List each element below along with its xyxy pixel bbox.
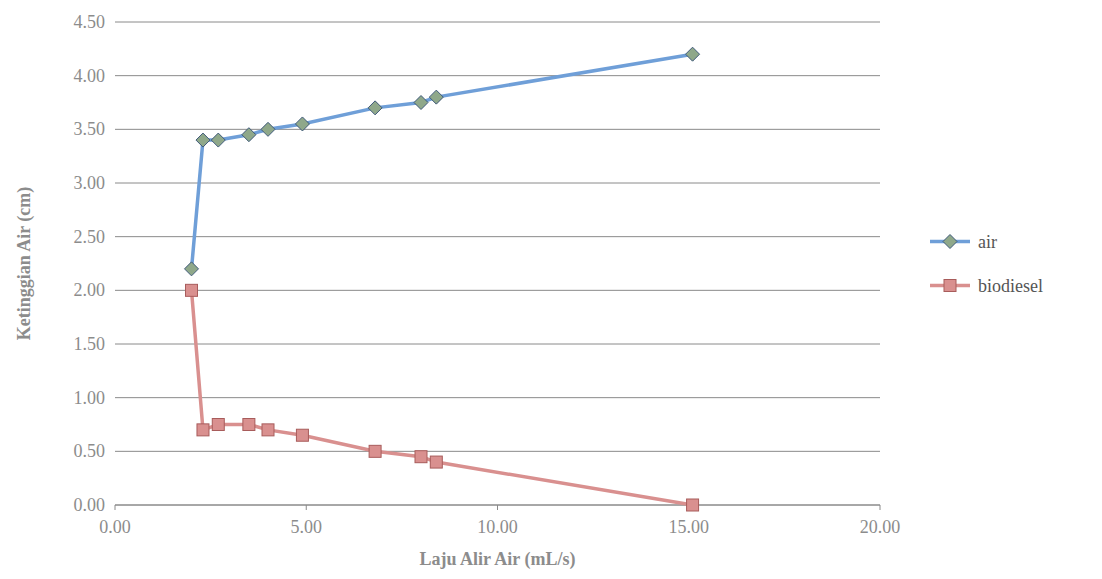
x-tick-label: 0.00: [99, 517, 131, 537]
point: [212, 419, 224, 431]
x-tick: [497, 505, 498, 510]
grid-line: [115, 451, 880, 452]
legend: air biodiesel: [930, 232, 1043, 296]
legend-label: air: [978, 232, 997, 252]
y-axis-title: Ketinggian Air (cm): [14, 187, 35, 341]
point: [687, 499, 699, 511]
legend-marker: [943, 235, 957, 249]
y-tick-label: 1.50: [74, 334, 106, 354]
x-axis-title: Laju Alir Air (mL/s): [420, 549, 576, 570]
grid-line: [115, 344, 880, 345]
point: [243, 419, 255, 431]
x-tick: [115, 505, 116, 510]
y-tick-label: 2.00: [74, 280, 106, 300]
point: [296, 429, 308, 441]
x-tick-label: 15.00: [669, 517, 710, 537]
point: [196, 133, 210, 147]
point: [242, 128, 256, 142]
x-tick: [880, 505, 881, 510]
x-tick-label: 5.00: [291, 517, 323, 537]
x-axis: [115, 505, 880, 506]
point: [295, 117, 309, 131]
y-tick-label: 3.00: [74, 173, 106, 193]
y-tick-label: 1.00: [74, 388, 106, 408]
series-line: [192, 54, 693, 269]
point: [261, 122, 275, 136]
legend-label: biodiesel: [978, 276, 1043, 296]
grid-line: [115, 397, 880, 398]
chart: 0.00 0.50 1.00 1.50 2.00 2.50 3.00 3.50 4.00 4.50…: [0, 0, 1102, 579]
grid-line: [115, 505, 880, 506]
plot-area: [185, 47, 700, 511]
x-tick-label: 20.00: [860, 517, 901, 537]
point: [197, 424, 209, 436]
point: [186, 284, 198, 296]
y-tick-label: 0.00: [74, 495, 106, 515]
grid-line: [115, 22, 880, 23]
point: [369, 445, 381, 457]
grid-line: [115, 183, 880, 184]
x-tick-label: 10.00: [477, 517, 518, 537]
point: [368, 101, 382, 115]
y-tick-label: 0.50: [74, 441, 106, 461]
point: [429, 90, 443, 104]
series-line: [192, 290, 693, 505]
point: [415, 451, 427, 463]
y-tick-label: 4.00: [74, 66, 106, 86]
x-tick: [306, 505, 307, 510]
point: [430, 456, 442, 468]
y-tick-label: 2.50: [74, 227, 106, 247]
point: [686, 47, 700, 61]
grid: [115, 22, 880, 505]
grid-line: [115, 236, 880, 237]
point: [262, 424, 274, 436]
grid-line: [115, 290, 880, 291]
legend-marker: [944, 280, 956, 292]
y-tick-label: 3.50: [74, 119, 106, 139]
point: [414, 96, 428, 110]
point: [185, 262, 199, 276]
point: [211, 133, 225, 147]
grid-line: [115, 129, 880, 130]
grid-line: [115, 75, 880, 76]
y-tick-label: 4.50: [74, 12, 106, 32]
